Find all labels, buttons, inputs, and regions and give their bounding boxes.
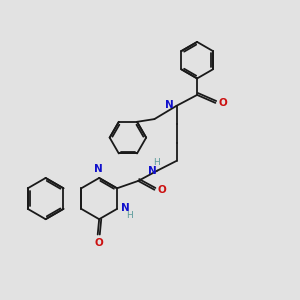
Text: N: N xyxy=(165,100,174,110)
Text: H: H xyxy=(126,211,133,220)
Text: N: N xyxy=(121,203,130,213)
Text: N: N xyxy=(148,166,157,176)
Text: O: O xyxy=(94,238,103,248)
Text: N: N xyxy=(94,164,103,174)
Text: O: O xyxy=(158,185,167,195)
Text: O: O xyxy=(219,98,227,108)
Text: H: H xyxy=(153,158,160,167)
